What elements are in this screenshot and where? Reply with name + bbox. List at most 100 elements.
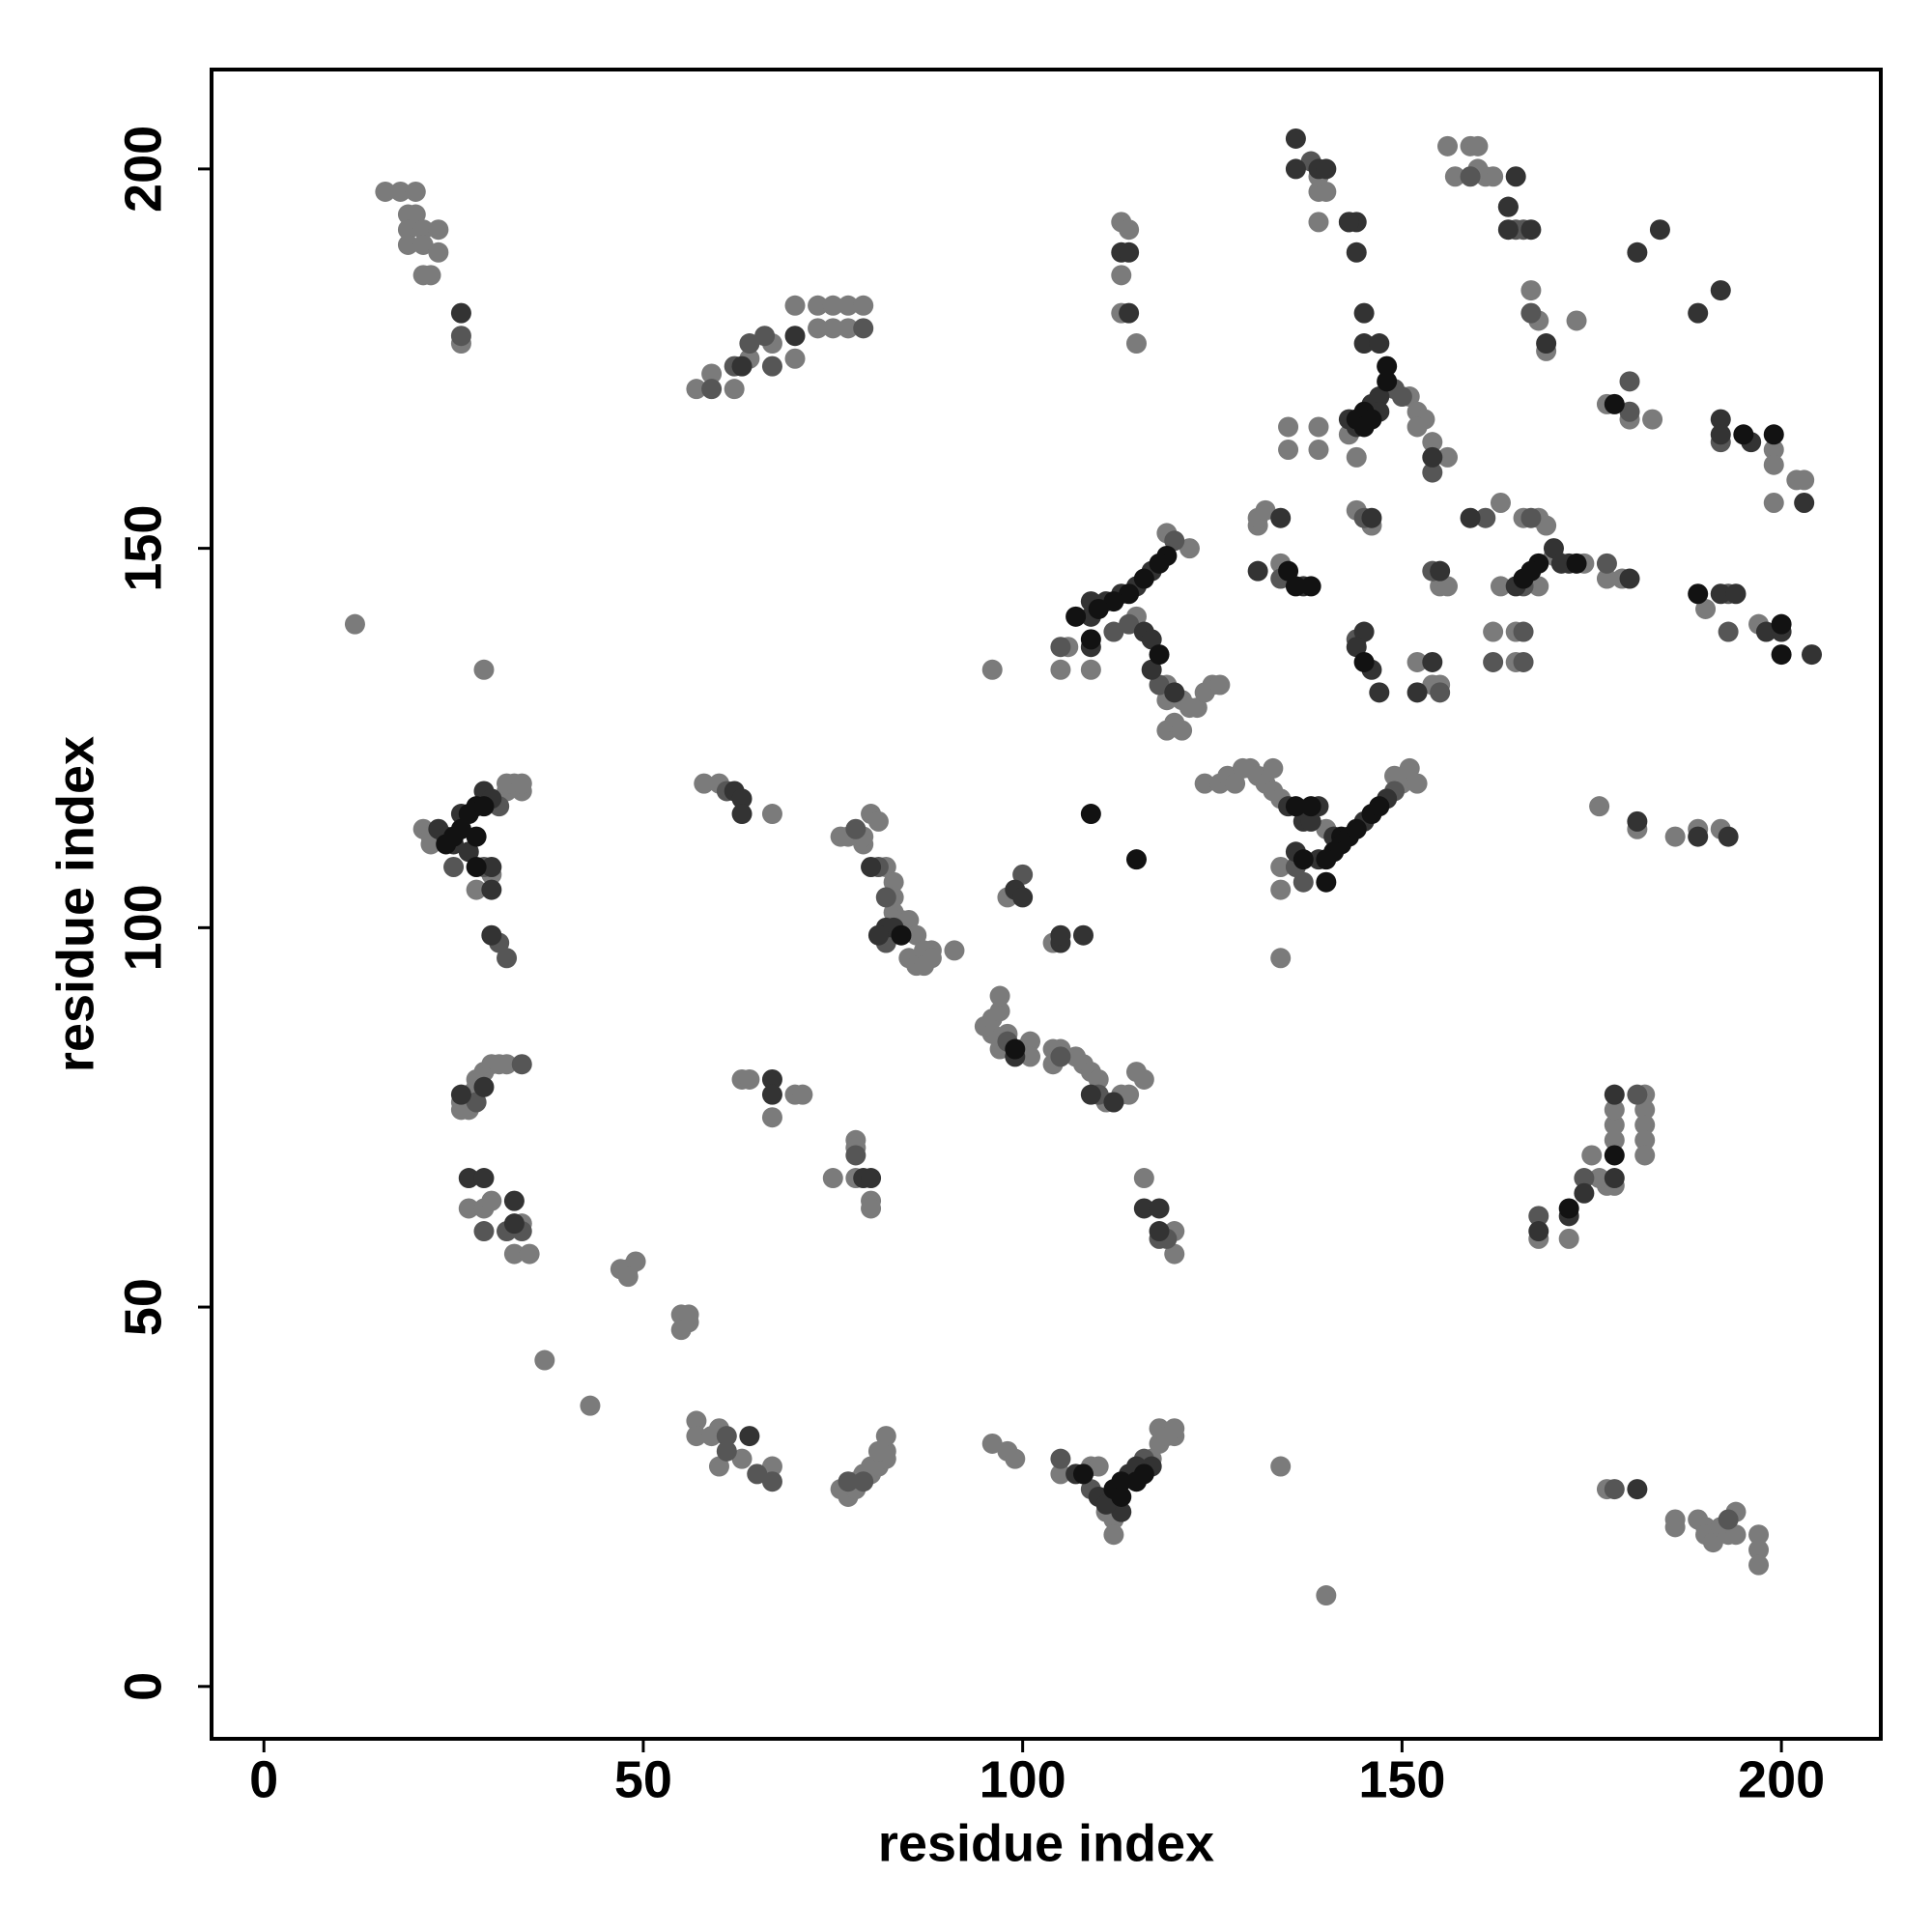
point	[1103, 1524, 1124, 1546]
point	[906, 924, 927, 946]
point	[428, 219, 449, 241]
point	[1012, 864, 1034, 885]
point	[397, 234, 418, 255]
point	[1619, 568, 1640, 589]
point	[1497, 219, 1519, 241]
point	[1406, 682, 1428, 703]
point	[1627, 1479, 1648, 1500]
point	[739, 333, 760, 355]
point	[1497, 196, 1519, 217]
point	[420, 834, 441, 855]
point	[1748, 1524, 1770, 1546]
y-tick-label: 50	[114, 1278, 172, 1336]
point	[1164, 1418, 1185, 1439]
x-tick-label: 0	[249, 1750, 278, 1808]
point	[1437, 576, 1459, 597]
point	[861, 1456, 882, 1477]
point	[1111, 265, 1132, 286]
point	[747, 1463, 768, 1485]
point	[1300, 796, 1321, 817]
point	[1050, 1448, 1071, 1469]
point	[1133, 1198, 1154, 1219]
point	[845, 1145, 867, 1166]
point	[466, 857, 487, 878]
point	[1247, 560, 1268, 582]
point	[1467, 135, 1489, 156]
point	[1293, 849, 1314, 870]
point	[1141, 629, 1162, 650]
point	[1308, 212, 1329, 233]
point	[1520, 219, 1542, 241]
point	[1164, 530, 1185, 552]
point	[1649, 219, 1670, 241]
point	[481, 924, 502, 946]
point	[784, 326, 806, 347]
point	[1285, 128, 1306, 149]
point	[1149, 674, 1170, 696]
point	[1088, 598, 1109, 619]
point	[861, 857, 882, 878]
point	[739, 1426, 760, 1447]
point	[1574, 1182, 1595, 1204]
point	[981, 659, 1003, 680]
point	[1460, 507, 1481, 528]
point	[1080, 629, 1101, 650]
point	[1513, 568, 1534, 589]
point	[1149, 553, 1170, 574]
point	[1285, 796, 1306, 817]
point	[466, 1092, 487, 1113]
point	[420, 265, 441, 286]
point	[1133, 1463, 1154, 1485]
point	[838, 1471, 859, 1492]
plot-frame	[210, 68, 1883, 1741]
point	[405, 181, 426, 202]
point	[1748, 1554, 1770, 1576]
point	[1361, 409, 1382, 430]
point	[875, 887, 896, 908]
point	[1020, 1046, 1041, 1067]
point	[1604, 1479, 1625, 1500]
point	[898, 909, 920, 930]
point	[1088, 1456, 1109, 1477]
point	[944, 940, 965, 961]
point	[1437, 446, 1459, 468]
point	[473, 1221, 495, 1242]
point	[1475, 507, 1496, 528]
point	[1111, 1486, 1132, 1507]
point	[875, 1426, 896, 1447]
point	[1285, 576, 1306, 597]
point	[1763, 424, 1784, 445]
point	[1695, 598, 1717, 619]
point	[883, 871, 904, 893]
point	[497, 1054, 518, 1075]
point	[1316, 181, 1337, 202]
point	[1263, 757, 1284, 779]
point	[443, 857, 465, 878]
x-axis-label: residue index	[878, 1814, 1214, 1872]
point	[861, 1168, 882, 1189]
point	[1406, 651, 1428, 672]
point	[1566, 310, 1587, 331]
point	[1399, 757, 1420, 779]
point	[1702, 1532, 1723, 1553]
point	[473, 659, 495, 680]
point	[989, 985, 1010, 1007]
point	[1377, 371, 1398, 392]
point	[1589, 796, 1610, 817]
point	[1710, 280, 1731, 301]
point	[1422, 446, 1443, 468]
point	[792, 1084, 813, 1105]
point	[1794, 469, 1815, 491]
point	[473, 796, 495, 817]
point	[1604, 393, 1625, 414]
x-tick-label: 50	[614, 1750, 672, 1808]
point	[1133, 1068, 1154, 1090]
point	[1353, 302, 1375, 324]
point	[921, 948, 942, 969]
point	[981, 1433, 1003, 1454]
point	[1802, 644, 1823, 666]
point	[1119, 1084, 1140, 1105]
point	[458, 1168, 479, 1189]
point	[1278, 440, 1299, 461]
point	[1050, 1046, 1071, 1067]
